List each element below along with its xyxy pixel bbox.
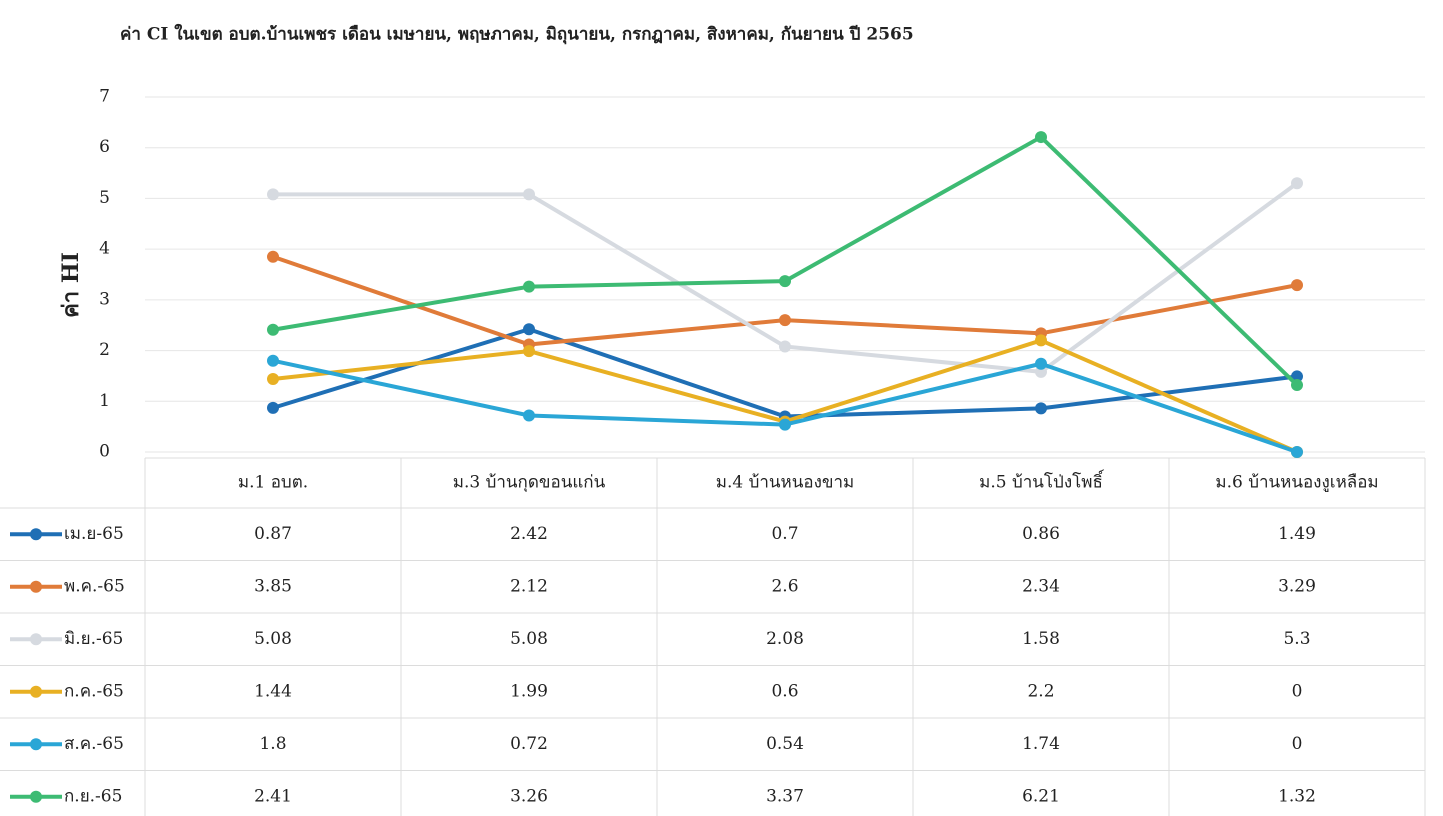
category-label: ม.5 บ้านโป่งโพธิ์ [979,470,1105,493]
data-point [267,250,279,263]
category-label: ม.6 บ้านหนองงูเหลือม [1215,473,1378,493]
table-value: 2.2 [1027,681,1054,701]
table-value: 0 [1292,734,1303,754]
y-tick-label: 0 [99,442,110,462]
table-value: 2.41 [254,786,292,806]
data-point [523,409,535,422]
data-point [779,418,791,431]
table-value: 1.99 [510,681,548,701]
y-tick-label: 3 [99,289,110,309]
data-point [267,323,279,336]
legend-label: พ.ค.-65 [64,576,125,596]
table-value: 2.42 [510,524,548,544]
legend-marker [30,633,42,646]
table-value: 3.29 [1278,576,1316,596]
table-value: 3.85 [254,576,292,596]
legend-label: ก.ค.-65 [64,681,124,701]
data-point [1291,446,1303,458]
table-value: 2.12 [510,576,548,596]
table-value: 1.44 [254,681,292,701]
y-tick-label: 6 [99,137,110,157]
category-label: ม.3 บ้านกุดขอนแก่น [453,473,606,493]
table-value: 0.6 [771,681,798,701]
data-point [1035,334,1047,347]
legend-label: ส.ค.-65 [64,734,124,754]
data-point [523,280,535,293]
data-point [779,314,791,327]
data-point [1291,177,1303,190]
y-tick-label: 5 [99,188,110,208]
table-value: 5.08 [254,629,292,649]
table-value: 5.08 [510,629,548,649]
data-point [1291,379,1303,392]
legend-marker [30,685,42,698]
legend-label: เม.ย-65 [64,524,124,544]
table-value: 0.7 [771,524,798,544]
table-value: 0.87 [254,524,292,544]
table-value: 0.72 [510,734,548,754]
data-point [267,401,279,414]
table-value: 1.74 [1022,734,1060,754]
table-value: 1.8 [259,734,286,754]
legend-marker [30,790,42,803]
data-point [1035,402,1047,415]
data-point [523,188,535,201]
table-value: 3.26 [510,786,548,806]
legend-label: มิ.ย.-65 [64,629,123,649]
table-value: 0 [1292,681,1303,701]
data-point [1291,279,1303,292]
data-point [779,340,791,353]
data-point [523,323,535,336]
data-point [779,275,791,288]
table-value: 1.58 [1022,629,1060,649]
data-point [267,372,279,385]
table-value: 0.86 [1022,524,1060,544]
y-axis-title: ค่า HI [58,252,84,318]
data-point [523,345,535,358]
chart-title: ค่า CI ในเขต อบต.บ้านเพชร เดือน เมษายน, … [120,24,914,45]
table-value: 2.34 [1022,576,1060,596]
table-value: 2.6 [771,576,798,596]
data-point [1035,357,1047,370]
legend-marker [30,580,42,593]
y-tick-label: 4 [99,239,110,259]
category-label: ม.1 อบต. [238,473,308,493]
y-tick-label: 7 [99,87,110,107]
table-value: 2.08 [766,629,804,649]
data-point [267,354,279,367]
legend-marker [30,528,42,541]
table-value: 1.32 [1278,786,1316,806]
table-value: 0.54 [766,734,804,754]
y-tick-label: 2 [99,340,110,360]
table-value: 5.3 [1283,629,1310,649]
series-line [272,254,1298,347]
y-tick-label: 1 [99,391,110,411]
table-value: 6.21 [1022,786,1060,806]
table-value: 3.37 [766,786,804,806]
legend-marker [30,738,42,751]
data-point [1035,131,1047,144]
data-point [267,188,279,201]
category-label: ม.4 บ้านหนองขาม [716,473,855,493]
series-line [272,358,1298,454]
table-value: 1.49 [1278,524,1316,544]
legend-label: ก.ย.-65 [64,786,122,806]
